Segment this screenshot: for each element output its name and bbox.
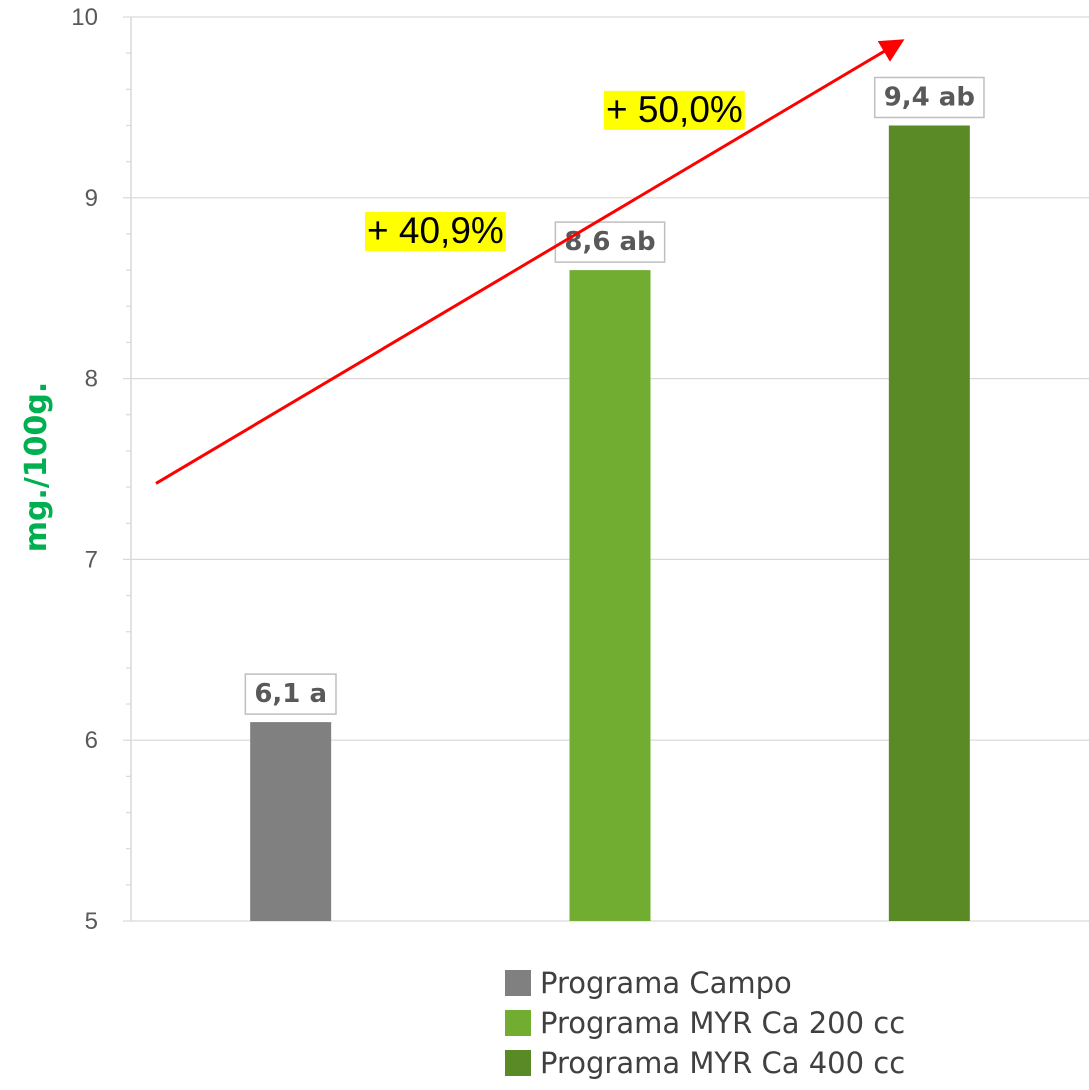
data-label: 8,6 ab	[554, 221, 666, 263]
data-label: 9,4 ab	[873, 76, 985, 119]
legend-item: Programa MYR Ca 200 cc	[505, 1006, 905, 1040]
y-tick-label: 7	[85, 546, 98, 573]
percent-annotation: + 50,0%	[604, 89, 745, 130]
y-tick-label: 9	[85, 185, 98, 212]
y-tick-label: 5	[85, 908, 98, 935]
legend-item: Programa Campo	[505, 966, 792, 1000]
annotation-highlight	[365, 212, 506, 251]
legend-label: Programa MYR Ca 400 cc	[540, 1046, 905, 1080]
legend-swatch	[505, 970, 531, 996]
y-tick-label: 10	[71, 4, 98, 31]
legend-label: Programa Campo	[540, 966, 792, 1000]
legend-swatch	[505, 1010, 531, 1036]
data-label-box	[244, 673, 337, 715]
bars	[250, 125, 970, 922]
annotations: + 40,9% + 50,0%	[365, 89, 745, 251]
bar	[888, 125, 970, 922]
trend-arrow	[155, 39, 905, 485]
data-label-text: 9,4 ab	[884, 82, 975, 112]
legend-swatch	[505, 1050, 531, 1076]
legend-item: Programa MYR Ca 400 cc	[505, 1046, 905, 1080]
bar	[250, 722, 332, 921]
annotation-text: + 50,0%	[606, 89, 743, 130]
bar	[569, 270, 651, 921]
trend-line	[155, 39, 905, 485]
data-label-text: 6,1 a	[254, 679, 327, 709]
y-axis: 5 6 7 8 9 10	[71, 4, 132, 935]
data-label-box	[554, 221, 666, 263]
y-axis-label: mg./100g.	[19, 382, 54, 553]
annotation-text: + 40,9%	[367, 210, 504, 251]
legend: Programa Campo Programa MYR Ca 200 cc Prog…	[505, 966, 905, 1080]
data-label-box	[873, 76, 985, 119]
data-label: 6,1 a	[244, 673, 337, 715]
y-tick-label: 6	[85, 727, 98, 754]
data-labels: 6,1 a 8,6 ab 9,4 ab	[244, 76, 985, 715]
percent-annotation: + 40,9%	[365, 210, 506, 251]
y-tick-label: 8	[85, 366, 98, 393]
annotation-highlight	[604, 90, 745, 130]
legend-label: Programa MYR Ca 200 cc	[540, 1006, 905, 1040]
